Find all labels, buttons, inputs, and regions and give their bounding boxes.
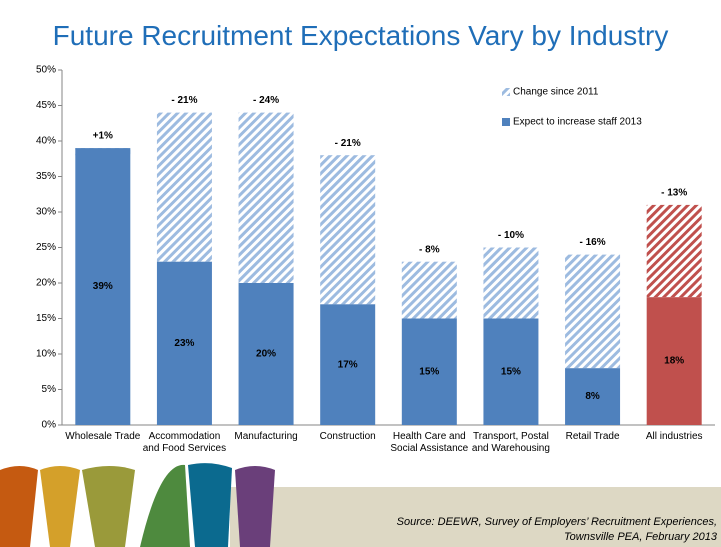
change-value-label: - 24% <box>253 95 279 106</box>
source-note: Source: DEEWR, Survey of Employers’ Recr… <box>396 516 717 543</box>
bar <box>401 318 457 425</box>
x-tick-label: Construction <box>319 431 376 442</box>
bar-value-label: 39% <box>93 281 113 292</box>
bar <box>156 261 212 425</box>
change-value-label: - 21% <box>171 95 197 106</box>
change-bar <box>320 155 376 305</box>
x-tick-label: Health Care and Social Assistance <box>390 431 469 454</box>
change-value-label: +1% <box>93 131 113 142</box>
y-tick-label: 15% <box>36 313 56 324</box>
legend-swatch <box>502 118 510 126</box>
bar-value-label: 15% <box>419 366 439 377</box>
change-value-label: - 8% <box>419 244 440 255</box>
change-value-label: - 10% <box>498 230 524 241</box>
decoration <box>0 463 721 547</box>
x-tick-label: Accommodation and Food Services <box>142 431 227 454</box>
change-value-label: - 13% <box>661 188 687 199</box>
y-tick-label: 10% <box>36 349 56 360</box>
bar-value-label: 8% <box>585 391 600 402</box>
chart-title: Future Recruitment Expectations Vary by … <box>52 20 669 51</box>
bar-value-label: 23% <box>174 338 194 349</box>
bar-value-label: 15% <box>501 366 521 377</box>
legend-label: Change since 2011 <box>513 87 599 98</box>
x-tick-label: Retail Trade <box>565 431 620 442</box>
legend-swatch <box>502 88 510 96</box>
bar <box>565 368 621 425</box>
y-tick-label: 35% <box>36 171 56 182</box>
x-tick-label: Manufacturing <box>234 431 298 442</box>
x-tick-label: Wholesale Trade <box>65 431 141 442</box>
y-tick-label: 20% <box>36 278 56 289</box>
change-bar <box>646 204 702 298</box>
x-tick-label: All industries <box>645 431 703 442</box>
bar <box>483 318 539 425</box>
y-tick-label: 30% <box>36 207 56 218</box>
bar-value-label: 20% <box>256 349 276 360</box>
bar <box>75 148 131 425</box>
y-tick-label: 0% <box>42 420 57 431</box>
bar <box>320 304 376 425</box>
y-tick-label: 40% <box>36 136 56 147</box>
y-tick-label: 25% <box>36 242 56 253</box>
change-value-label: - 16% <box>580 237 606 248</box>
change-bar <box>156 112 212 262</box>
change-value-label: - 21% <box>335 138 361 149</box>
bar <box>646 297 702 425</box>
bar-value-label: 18% <box>664 356 684 367</box>
y-tick-label: 45% <box>36 100 56 111</box>
legend-label: Expect to increase staff 2013 <box>513 117 642 128</box>
y-tick-label: 50% <box>36 65 56 76</box>
change-bar <box>238 112 294 283</box>
change-bar <box>483 247 539 319</box>
bar <box>238 283 294 425</box>
y-tick-label: 5% <box>42 384 57 395</box>
change-bar <box>565 254 621 369</box>
change-bar <box>401 261 457 319</box>
x-tick-label: Transport, Postal and Warehousing <box>471 431 550 454</box>
bar-value-label: 17% <box>338 359 358 370</box>
